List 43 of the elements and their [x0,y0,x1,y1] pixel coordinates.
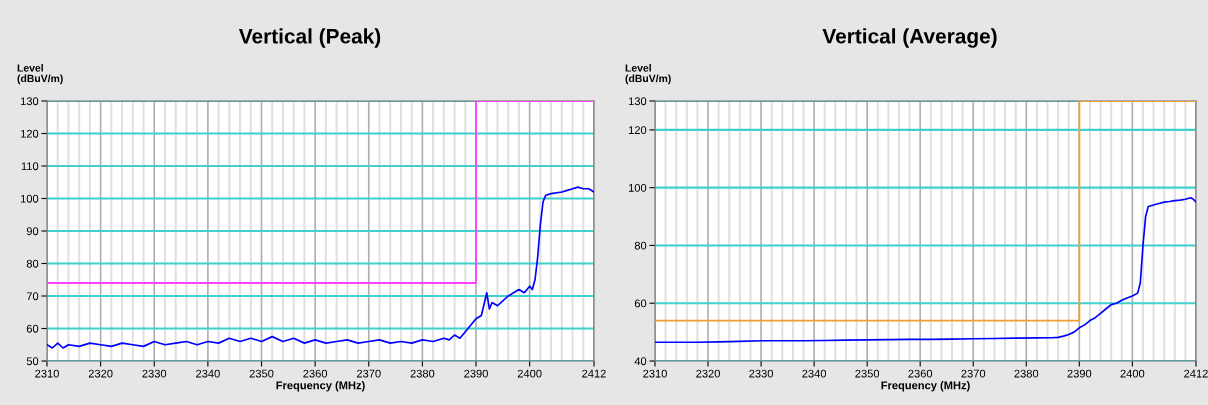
chart-title: Vertical (Peak) [238,28,381,48]
x-tick-label: 2360 [908,369,933,378]
y-tick-label: 110 [21,162,39,171]
x-tick-label: 2412 [582,369,606,378]
x-tick-label: 2360 [303,369,328,378]
y-tick-label: 50 [26,357,39,366]
chart-title: Vertical (Average) [822,28,997,48]
x-axis-title: Frequency (MHz) [276,381,365,392]
y-tick-label: 60 [26,324,39,333]
y-tick-label: 70 [26,292,39,301]
x-tick-label: 2412 [1184,369,1208,378]
x-tick-label: 2330 [142,369,167,378]
x-tick-label: 2330 [749,369,773,378]
y-tick-label: 40 [634,357,647,366]
y-axis-title: Level (dBuV/m) [625,64,671,85]
x-tick-label: 2340 [802,369,827,378]
y-tick-label: 80 [634,241,647,250]
x-tick-label: 2350 [249,369,274,378]
y-tick-label: 80 [26,259,39,268]
x-tick-label: 2380 [410,369,435,378]
y-tick-label: 90 [26,227,39,236]
y-tick-label: 120 [20,129,39,138]
x-tick-label: 2340 [196,369,220,378]
x-tick-label: 2370 [961,369,986,378]
x-tick-label: 2400 [1120,369,1145,378]
x-tick-label: 2310 [35,369,59,378]
y-tick-label: 100 [628,183,647,192]
x-tick-label: 2320 [696,369,720,378]
x-axis-title: Frequency (MHz) [881,381,970,392]
y-tick-label: 120 [628,126,647,135]
y-tick-label: 130 [20,97,39,106]
x-tick-label: 2320 [88,369,113,378]
y-tick-label: 60 [634,299,647,308]
x-tick-label: 2390 [1067,369,1092,378]
x-tick-label: 2380 [1014,369,1039,378]
x-tick-label: 2310 [643,369,667,378]
x-tick-label: 2400 [517,369,542,378]
x-tick-label: 2390 [464,369,488,378]
y-tick-label: 100 [20,194,39,203]
y-tick-label: 130 [628,97,647,106]
x-tick-label: 2350 [855,369,880,378]
y-axis-title: Level (dBuV/m) [17,64,63,85]
x-tick-label: 2370 [356,369,381,378]
